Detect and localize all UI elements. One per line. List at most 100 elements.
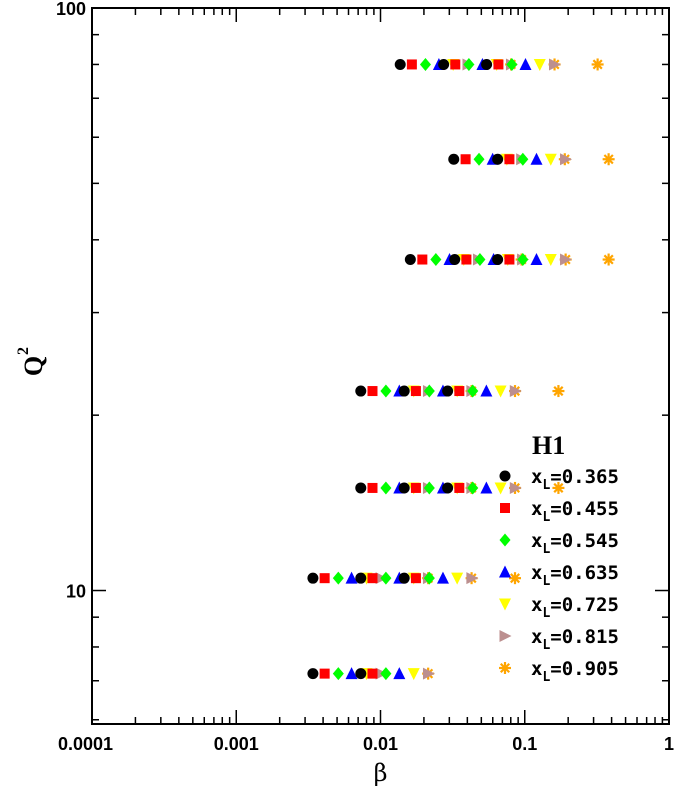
legend-label: xL=0.725 <box>531 594 619 621</box>
star-core <box>595 61 601 68</box>
data-point-square <box>410 482 421 493</box>
legend: H1 xL=0.365 xL=0.455 xL=0.545 xL=0.635 xL=0.… <box>499 431 619 685</box>
axis-tick-labels: 10 100 0.0001 0.001 0.01 0.1 1 <box>56 0 674 754</box>
star-core <box>555 485 562 491</box>
legend-marker-triangle-up <box>499 565 511 578</box>
data-point-star <box>552 385 565 398</box>
legend-label: xL=0.635 <box>531 562 619 589</box>
legend-marker-triangle-right <box>499 630 512 642</box>
data-point-diamond <box>467 481 479 495</box>
data-point-triangle-down <box>533 58 546 71</box>
data-point-square <box>319 573 330 584</box>
data-point-diamond <box>380 571 392 585</box>
data-point-square <box>367 386 378 397</box>
data-point-triangle-right <box>549 58 562 71</box>
data-point-circle <box>442 385 454 397</box>
data-point-circle <box>442 482 454 494</box>
data-point-triangle-right <box>560 153 573 166</box>
data-point-square <box>454 386 465 397</box>
legend-marker-diamond <box>499 533 511 547</box>
data-point-triangle-right <box>422 667 435 680</box>
data-point-triangle-up <box>393 667 406 680</box>
data-point-square <box>454 482 465 493</box>
data-point-circle <box>355 482 367 494</box>
data-point-square <box>417 254 428 265</box>
data-point-circle <box>307 668 319 680</box>
data-point-diamond <box>380 667 392 681</box>
data-point-triangle-down <box>407 668 420 681</box>
data-point-triangle-up <box>480 481 493 494</box>
data-point-square <box>450 59 461 70</box>
data-point-circle <box>492 153 504 165</box>
data-point-square <box>367 482 378 493</box>
data-point-star <box>509 572 522 585</box>
data-point-square <box>504 154 515 165</box>
legend-marker-triangle-down <box>499 598 511 611</box>
data-point-circle <box>355 572 367 584</box>
data-point-triangle-up <box>345 571 358 584</box>
data-point-circle <box>492 254 504 266</box>
data-point-triangle-right <box>560 253 573 266</box>
data-point-triangle-up <box>519 57 532 70</box>
x-tick-label: 1 <box>664 734 674 754</box>
x-tick-label: 0.0001 <box>58 734 113 754</box>
x-tick-label: 0.001 <box>214 734 259 754</box>
data-point-circle <box>448 153 460 165</box>
data-point-diamond <box>423 571 435 585</box>
star-core <box>606 256 612 263</box>
data-point-circle <box>449 254 461 266</box>
data-point-triangle-right <box>509 385 522 398</box>
data-point-diamond <box>517 152 529 166</box>
star-core <box>606 156 612 162</box>
legend-label: xL=0.365 <box>531 466 619 493</box>
data-point-diamond <box>332 571 344 585</box>
data-point-diamond <box>506 57 518 71</box>
y-tick-label: 10 <box>66 582 86 602</box>
legend-marker-star <box>499 662 511 674</box>
data-point-triangle-right <box>509 481 522 494</box>
data-point-square <box>410 573 421 584</box>
data-point-diamond <box>380 481 392 495</box>
data-point-diamond <box>423 481 435 495</box>
data-point-circle <box>355 668 367 680</box>
data-point-circle <box>307 572 319 584</box>
data-point-circle <box>398 482 410 494</box>
data-point-square <box>410 386 421 397</box>
data-point-circle <box>355 385 367 397</box>
data-point-circle <box>438 58 450 70</box>
data-point-triangle-up <box>345 667 358 680</box>
legend-marker-circle <box>499 470 511 482</box>
data-point-square <box>367 668 378 679</box>
data-point-square <box>461 254 472 265</box>
data-point-diamond <box>474 253 486 267</box>
star-core <box>555 388 562 394</box>
data-point-triangle-right <box>466 572 479 585</box>
data-point-triangle-down <box>494 482 507 495</box>
x-axis-title: β <box>374 759 388 787</box>
data-point-triangle-up <box>480 384 493 397</box>
legend-label: xL=0.455 <box>531 498 619 525</box>
data-point-circle <box>481 58 493 70</box>
data-point-triangle-down <box>451 572 464 585</box>
legend-label: xL=0.905 <box>531 658 619 685</box>
data-point-square <box>504 254 515 265</box>
legend-label: xL=0.545 <box>531 530 619 557</box>
data-point-star <box>591 58 604 71</box>
data-point-diamond <box>430 253 442 267</box>
data-point-circle <box>404 254 416 266</box>
data-point-triangle-up <box>530 253 543 266</box>
axis-ticks <box>91 7 669 724</box>
y-axis-title-group: Q 2 <box>15 347 48 376</box>
data-points <box>307 57 615 681</box>
data-point-diamond <box>463 57 475 71</box>
data-point-circle <box>398 385 410 397</box>
x-tick-label: 0.1 <box>512 734 537 754</box>
plot-frame <box>91 7 670 725</box>
data-point-triangle-down <box>544 153 557 166</box>
data-point-diamond <box>380 384 392 398</box>
data-point-circle <box>394 58 406 70</box>
data-point-circle <box>398 572 410 584</box>
data-point-triangle-up <box>530 152 543 165</box>
data-point-triangle-down <box>494 385 507 398</box>
